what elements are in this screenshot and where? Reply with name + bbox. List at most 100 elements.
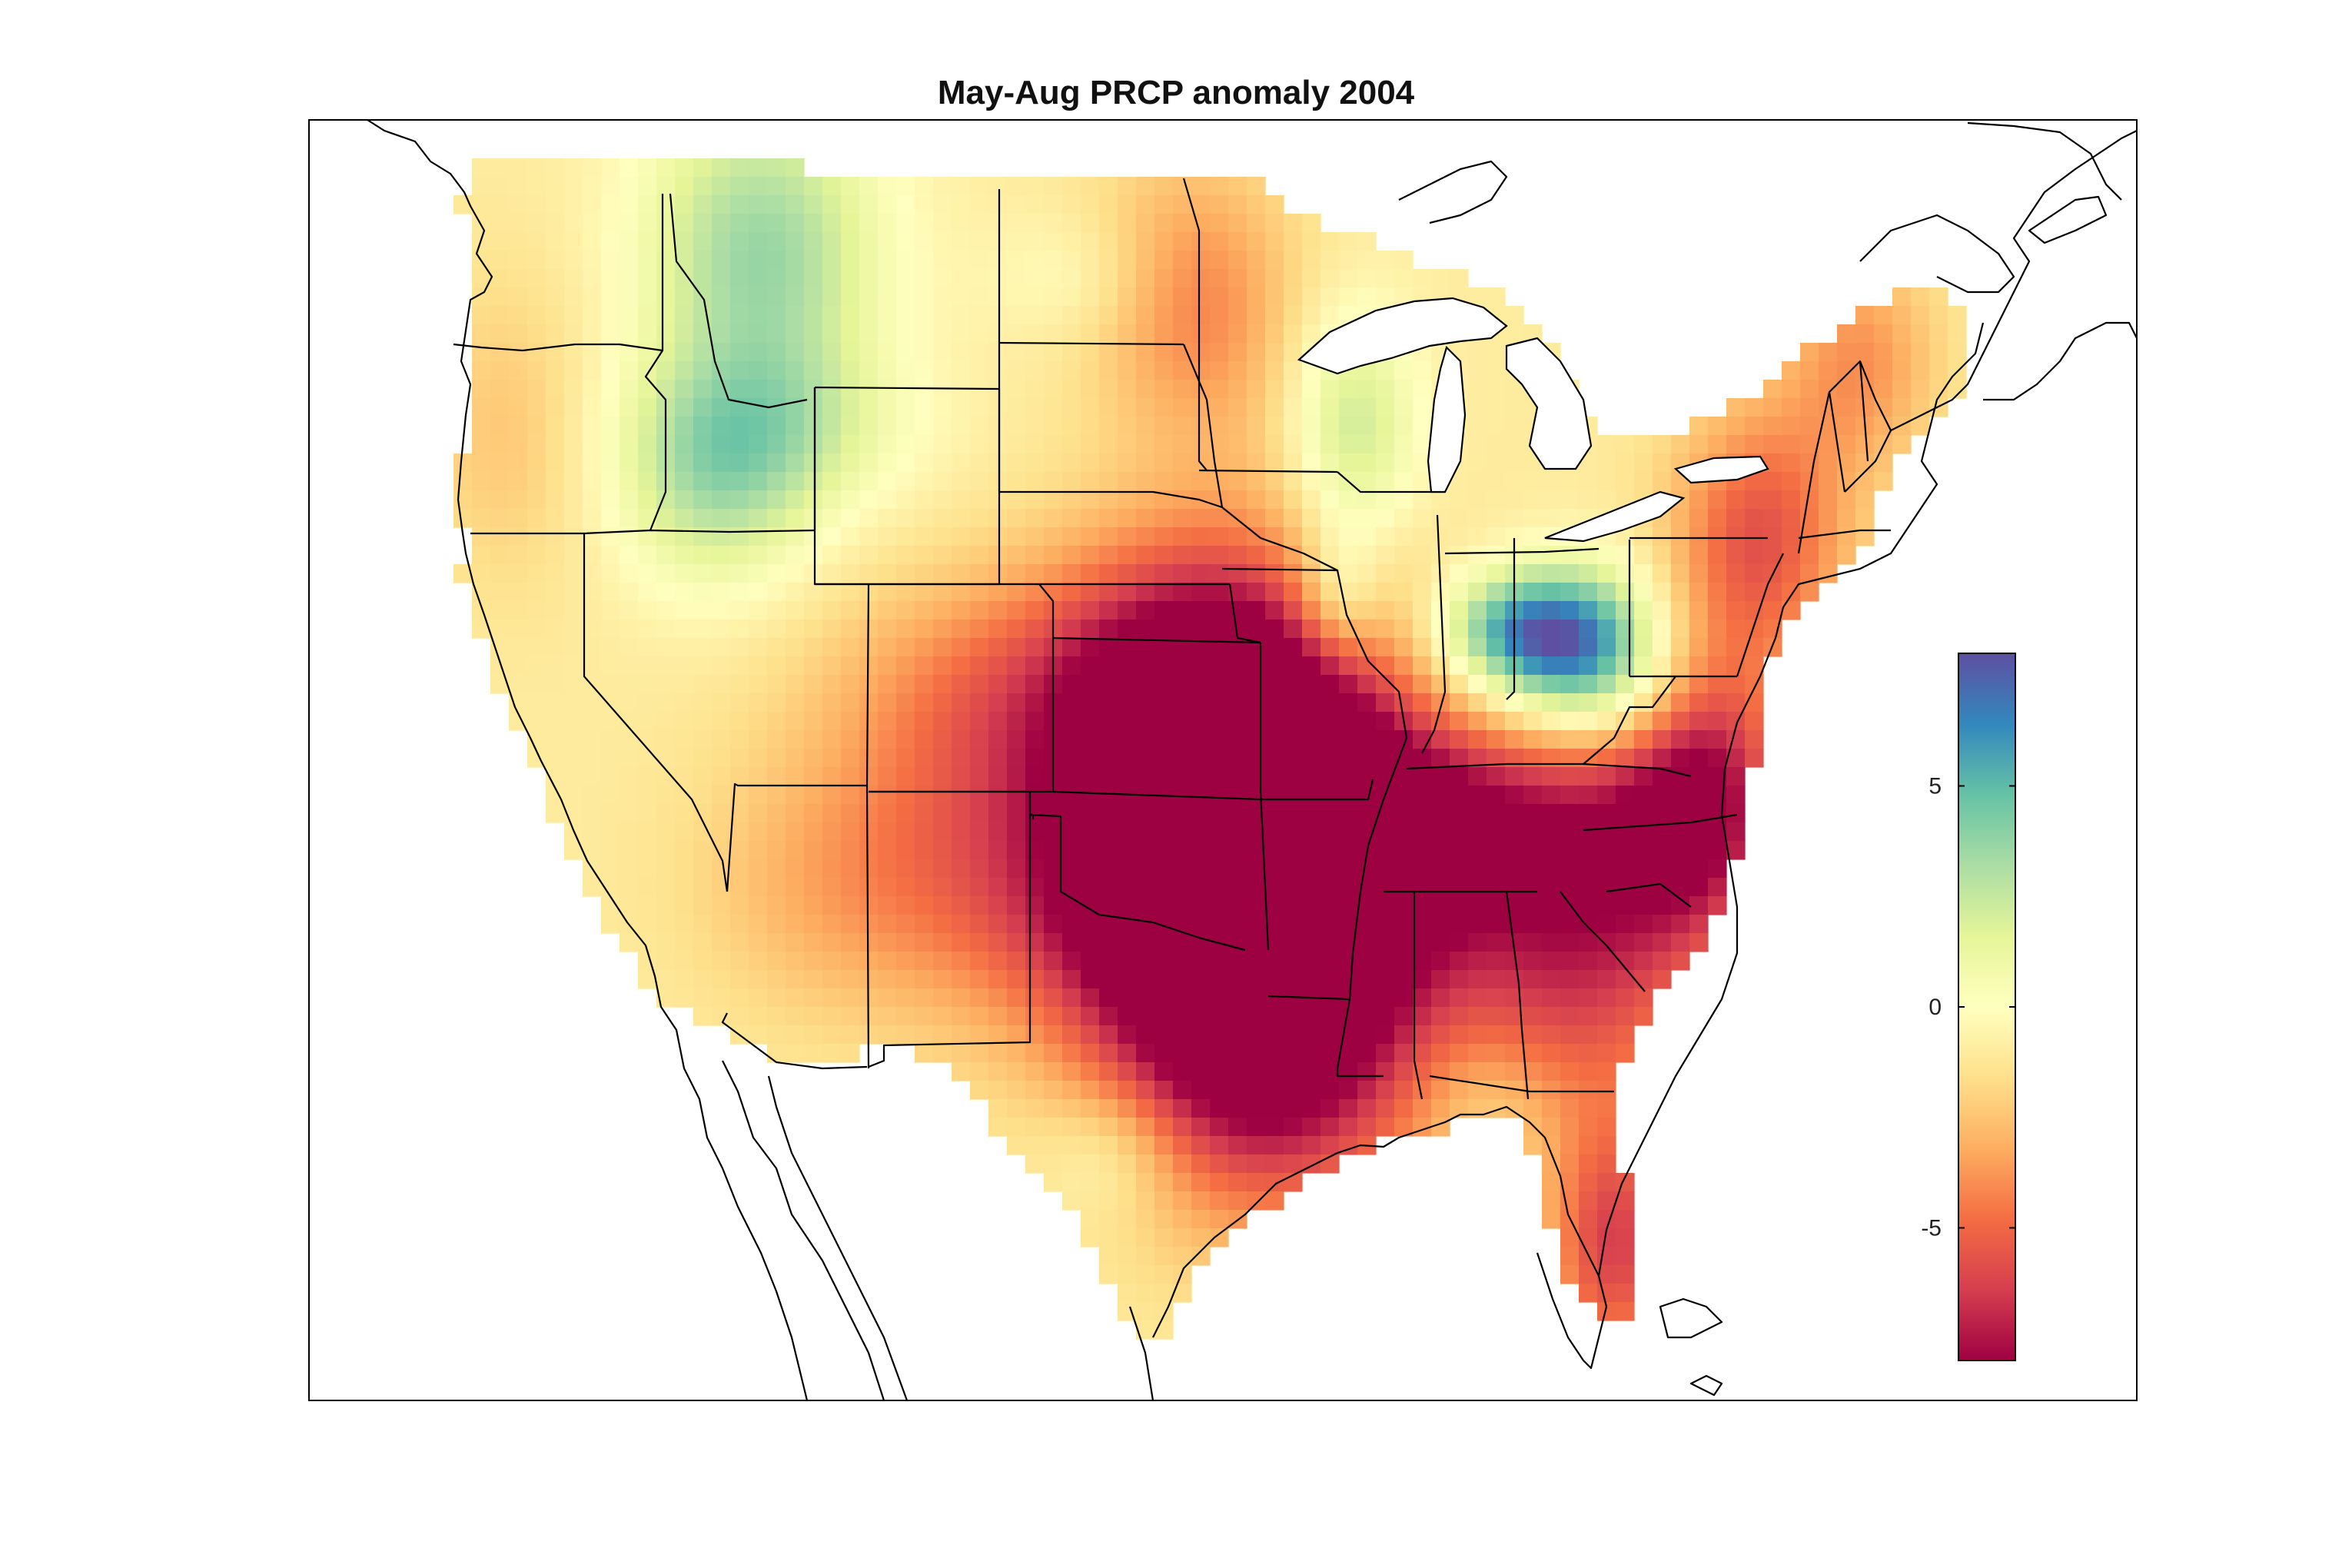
anomaly-cell [527, 158, 546, 178]
anomaly-cell [712, 933, 731, 952]
anomaly-cell [1321, 435, 1340, 454]
anomaly-cell [933, 952, 952, 971]
anomaly-cell [952, 564, 971, 583]
anomaly-cell [1468, 878, 1487, 897]
anomaly-cell [767, 656, 786, 676]
anomaly-cell [1431, 915, 1450, 934]
anomaly-cell [1062, 1118, 1081, 1137]
anomaly-cell [730, 417, 749, 436]
anomaly-cell [1154, 730, 1174, 749]
anomaly-cell [1173, 859, 1192, 879]
anomaly-cell [730, 158, 749, 178]
anomaly-cell [1523, 988, 1543, 1008]
anomaly-cell [509, 509, 528, 528]
anomaly-cell [786, 859, 805, 879]
anomaly-cell [970, 712, 989, 731]
anomaly-cell [490, 177, 510, 196]
anomaly-cell [1228, 1062, 1247, 1081]
anomaly-cell [1413, 896, 1432, 915]
lake-ontario [1673, 455, 1769, 484]
anomaly-cell [472, 546, 491, 565]
anomaly-cell [915, 638, 934, 657]
anomaly-cell [1265, 269, 1284, 288]
anomaly-cell [988, 786, 1008, 805]
anomaly-cell [749, 546, 768, 565]
anomaly-cell [1247, 1173, 1266, 1192]
anomaly-cell [915, 988, 934, 1008]
anomaly-cell [1782, 453, 1801, 473]
anomaly-cell [1099, 527, 1118, 546]
anomaly-cell [1228, 859, 1247, 879]
anomaly-cell [1487, 970, 1506, 989]
anomaly-cell [822, 361, 842, 380]
anomaly-cell [1284, 398, 1303, 417]
anomaly-cell [915, 878, 934, 897]
anomaly-cell [1302, 638, 1321, 657]
anomaly-cell [1616, 933, 1635, 952]
anomaly-cell [767, 435, 786, 454]
anomaly-cell [1468, 933, 1487, 952]
anomaly-cell [546, 490, 565, 510]
anomaly-cell [1339, 564, 1358, 583]
anomaly-cell [1560, 546, 1580, 565]
anomaly-cell [1284, 712, 1303, 731]
anomaly-cell [859, 527, 879, 546]
anomaly-cell [1081, 417, 1100, 436]
anomaly-cell [1302, 1136, 1321, 1155]
lake-huron [1505, 337, 1593, 470]
anomaly-cell [1468, 417, 1487, 436]
anomaly-cell [1210, 1025, 1229, 1045]
anomaly-cell [1302, 915, 1321, 934]
anomaly-cell [1136, 435, 1155, 454]
anomaly-cell [1523, 804, 1543, 823]
anomaly-cell [841, 859, 860, 879]
anomaly-cell [1357, 1007, 1377, 1026]
anomaly-cell [786, 638, 805, 657]
anomaly-cell [1173, 712, 1192, 731]
anomaly-cell [1081, 656, 1100, 676]
anomaly-cell [1321, 767, 1340, 786]
anomaly-cell [915, 933, 934, 952]
anomaly-cell [509, 158, 528, 178]
anomaly-cell [1597, 822, 1616, 842]
anomaly-cell [1542, 1081, 1561, 1100]
anomaly-cell [1302, 583, 1321, 602]
anomaly-cell [1265, 730, 1284, 749]
anomaly-cell [1062, 1062, 1081, 1081]
anomaly-cell [1468, 859, 1487, 879]
anomaly-cell [1321, 1154, 1340, 1174]
anomaly-cell [1228, 1173, 1247, 1192]
anomaly-cell [620, 287, 639, 307]
anomaly-cell [1394, 693, 1414, 713]
anomaly-cell [859, 564, 879, 583]
anomaly-cell [583, 380, 602, 399]
anomaly-cell [1081, 970, 1100, 989]
anomaly-cell [527, 564, 546, 583]
anomaly-cell [915, 693, 934, 713]
anomaly-cell [878, 398, 897, 417]
anomaly-cell [1228, 1191, 1247, 1211]
anomaly-cell [1210, 232, 1229, 251]
anomaly-cell [1136, 1191, 1155, 1211]
anomaly-cell [1210, 509, 1229, 528]
anomaly-cell [601, 306, 620, 325]
anomaly-cell [1357, 1062, 1377, 1081]
anomaly-cell [1154, 952, 1174, 971]
anomaly-cell [1044, 546, 1063, 565]
anomaly-cell [1302, 453, 1321, 473]
anomaly-cell [878, 527, 897, 546]
anomaly-cell [1118, 435, 1137, 454]
anomaly-cell [1357, 933, 1377, 952]
anomaly-cell [1173, 1265, 1192, 1284]
anomaly-cell [1487, 859, 1506, 879]
anomaly-cell [1339, 380, 1358, 399]
anomaly-cell [1302, 306, 1321, 325]
anomaly-cell [1874, 324, 1893, 344]
anomaly-cell [1671, 933, 1690, 952]
anomaly-cell [1062, 601, 1081, 620]
anomaly-cell [693, 767, 713, 786]
anomaly-cell [1321, 749, 1340, 768]
anomaly-cell [693, 786, 713, 805]
anomaly-cell [1062, 1136, 1081, 1155]
anomaly-cell [1597, 546, 1616, 565]
